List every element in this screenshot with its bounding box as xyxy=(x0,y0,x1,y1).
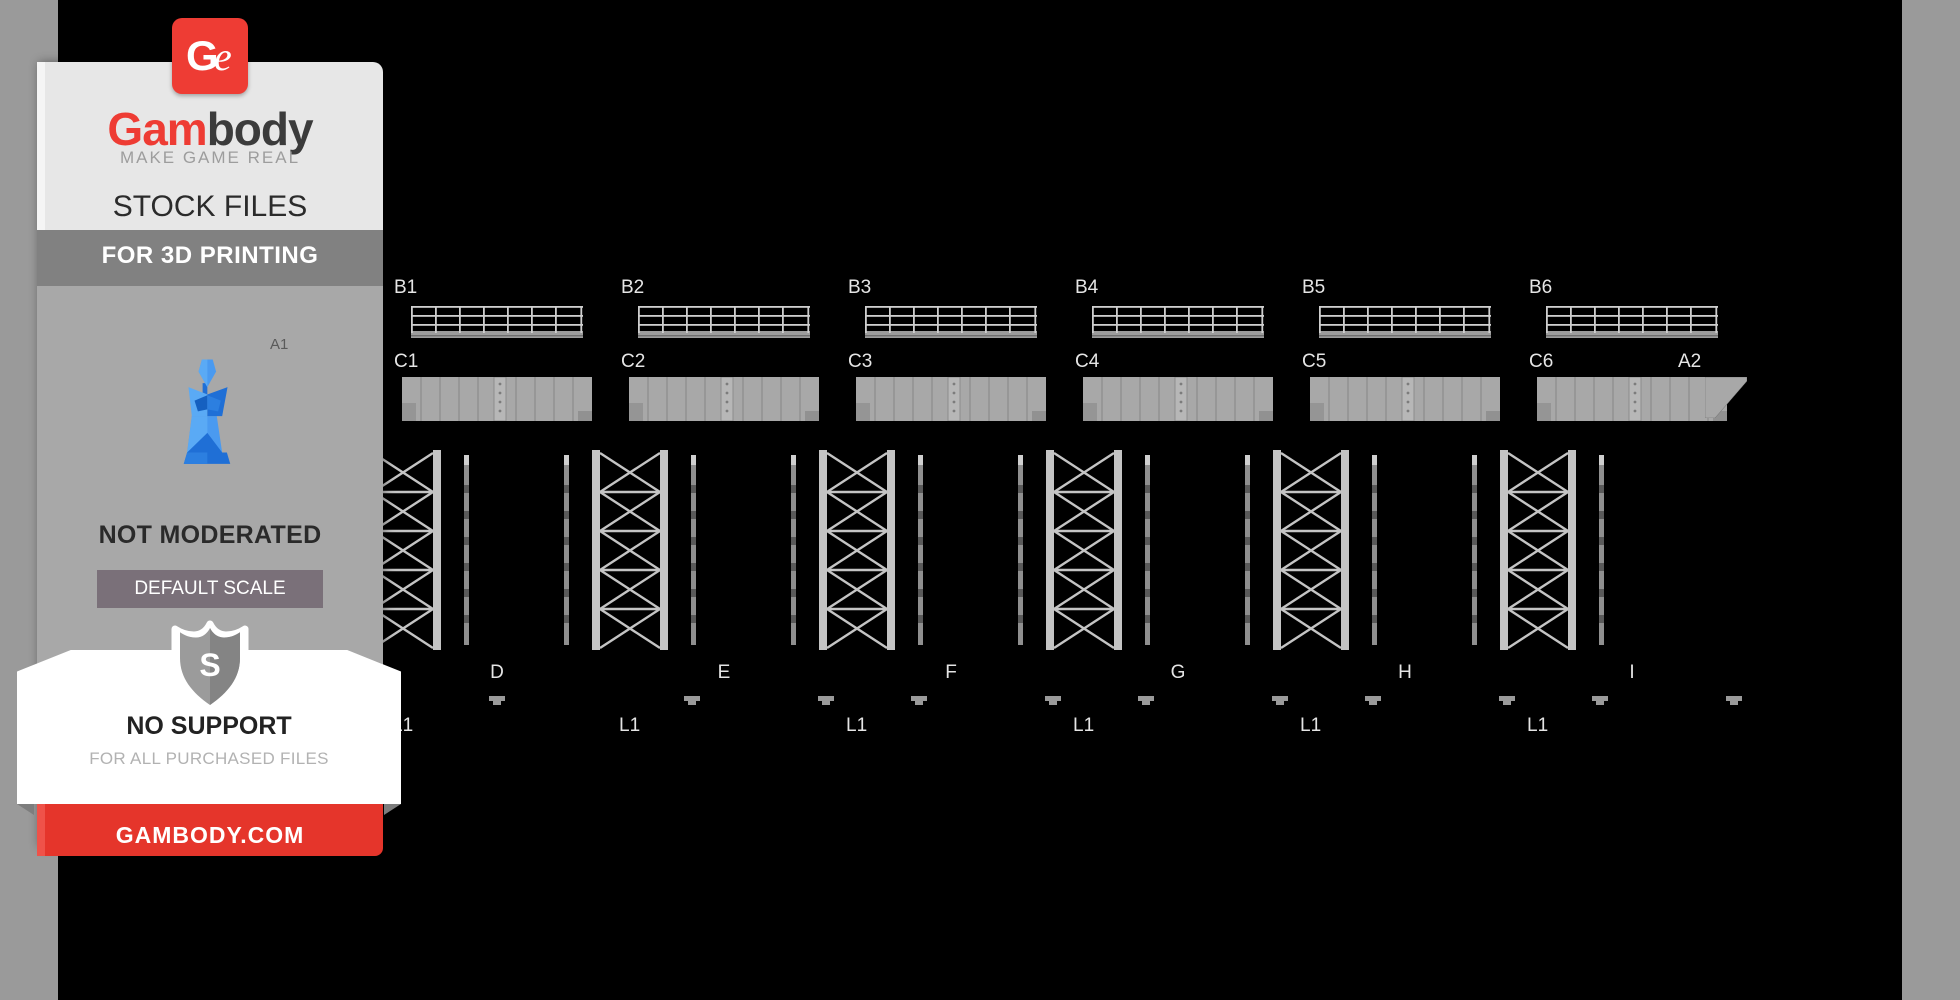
svg-text:S: S xyxy=(199,647,220,683)
svg-text:e: e xyxy=(214,34,232,79)
